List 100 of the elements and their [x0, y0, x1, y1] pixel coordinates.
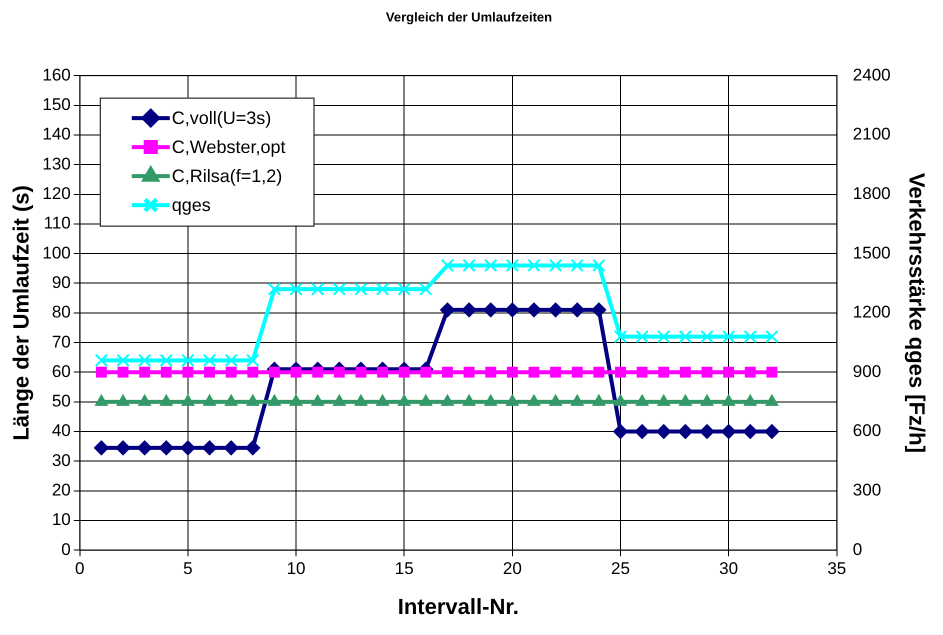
y2-tick-label: 300: [852, 480, 882, 500]
point: [484, 258, 498, 272]
point: [572, 366, 583, 378]
point: [398, 282, 411, 296]
point: [721, 424, 736, 440]
point: [592, 258, 606, 272]
point: [160, 366, 172, 378]
point: [440, 258, 454, 272]
point: [526, 302, 542, 318]
point: [678, 330, 692, 344]
point: [680, 366, 691, 378]
point: [442, 366, 453, 378]
x-tick-label: 30: [719, 559, 738, 578]
x-tick-label: 0: [75, 559, 84, 578]
point: [723, 366, 734, 378]
point: [634, 424, 650, 440]
point: [355, 366, 366, 378]
y-tick-label: 70: [52, 332, 71, 352]
point: [656, 424, 672, 440]
point: [742, 424, 758, 440]
point: [94, 354, 108, 368]
point: [137, 440, 152, 456]
point: [635, 330, 649, 344]
point: [138, 354, 152, 368]
point: [765, 330, 779, 344]
point: [657, 330, 670, 344]
point: [462, 302, 477, 318]
y-tick-label: 160: [42, 65, 71, 84]
point: [180, 440, 196, 456]
x-tick-label: 5: [183, 559, 193, 578]
point: [116, 440, 131, 456]
point: [160, 354, 173, 368]
x-axis-title: Intervall-Nr.: [398, 594, 519, 619]
point: [483, 302, 498, 318]
point: [702, 366, 712, 378]
point: [202, 440, 218, 456]
y2-tick-label: 2100: [852, 124, 891, 144]
x-tick-label: 25: [611, 559, 630, 578]
point: [548, 258, 562, 272]
point: [96, 366, 107, 378]
point: [615, 366, 626, 378]
y-tick-label: 30: [52, 450, 71, 470]
point: [246, 354, 260, 368]
point: [744, 330, 757, 344]
point: [764, 424, 780, 440]
x-tick-label: 35: [827, 559, 846, 578]
y-tick-label: 120: [42, 184, 71, 203]
point: [290, 366, 302, 378]
y-tick-label: 0: [61, 540, 71, 559]
point: [181, 354, 195, 368]
x-tick-label: 15: [394, 559, 414, 578]
point: [593, 366, 604, 378]
point: [722, 330, 736, 344]
point: [247, 366, 258, 378]
y-tick-label: 10: [52, 510, 71, 530]
y2-tick-label: 1200: [852, 302, 891, 322]
point: [485, 366, 496, 378]
point: [464, 366, 475, 378]
y2-tick-label: 0: [852, 540, 862, 559]
y-tick-label: 100: [42, 243, 71, 262]
y-tick-label: 20: [52, 480, 71, 500]
y-tick-label: 150: [42, 94, 71, 114]
point: [700, 424, 715, 440]
point: [419, 282, 432, 296]
point: [744, 366, 756, 378]
chart-title: Vergleich der Umlaufzeiten: [386, 9, 552, 24]
point: [506, 258, 520, 272]
point: [224, 440, 239, 456]
point: [591, 302, 606, 318]
point: [766, 366, 778, 378]
y2-axis-title: Verkehrsstärke qges [Fz/h]: [904, 172, 930, 453]
point: [550, 366, 562, 378]
point: [504, 302, 520, 318]
point: [440, 302, 455, 318]
point: [376, 282, 390, 296]
point: [548, 302, 564, 318]
y-tick-label: 140: [42, 124, 71, 144]
x-tick-label: 20: [502, 559, 522, 578]
point: [226, 366, 237, 378]
point: [268, 282, 282, 296]
legend-label: C,Rilsa(f=1,2): [172, 166, 282, 186]
point: [202, 354, 216, 368]
point: [158, 440, 174, 456]
point: [398, 366, 410, 378]
y2-tick-label: 2400: [852, 65, 891, 84]
point: [570, 302, 585, 318]
point: [182, 366, 194, 378]
point: [268, 366, 280, 378]
point: [420, 366, 432, 378]
point: [700, 330, 714, 344]
point: [377, 366, 388, 378]
point: [462, 258, 476, 272]
legend-label: qges: [172, 195, 211, 216]
y-tick-label: 60: [52, 362, 71, 381]
point: [658, 366, 670, 378]
point: [311, 282, 324, 296]
point: [636, 366, 648, 378]
point: [289, 282, 303, 296]
point: [204, 366, 215, 378]
legend-label: C,Webster,opt: [172, 137, 286, 158]
